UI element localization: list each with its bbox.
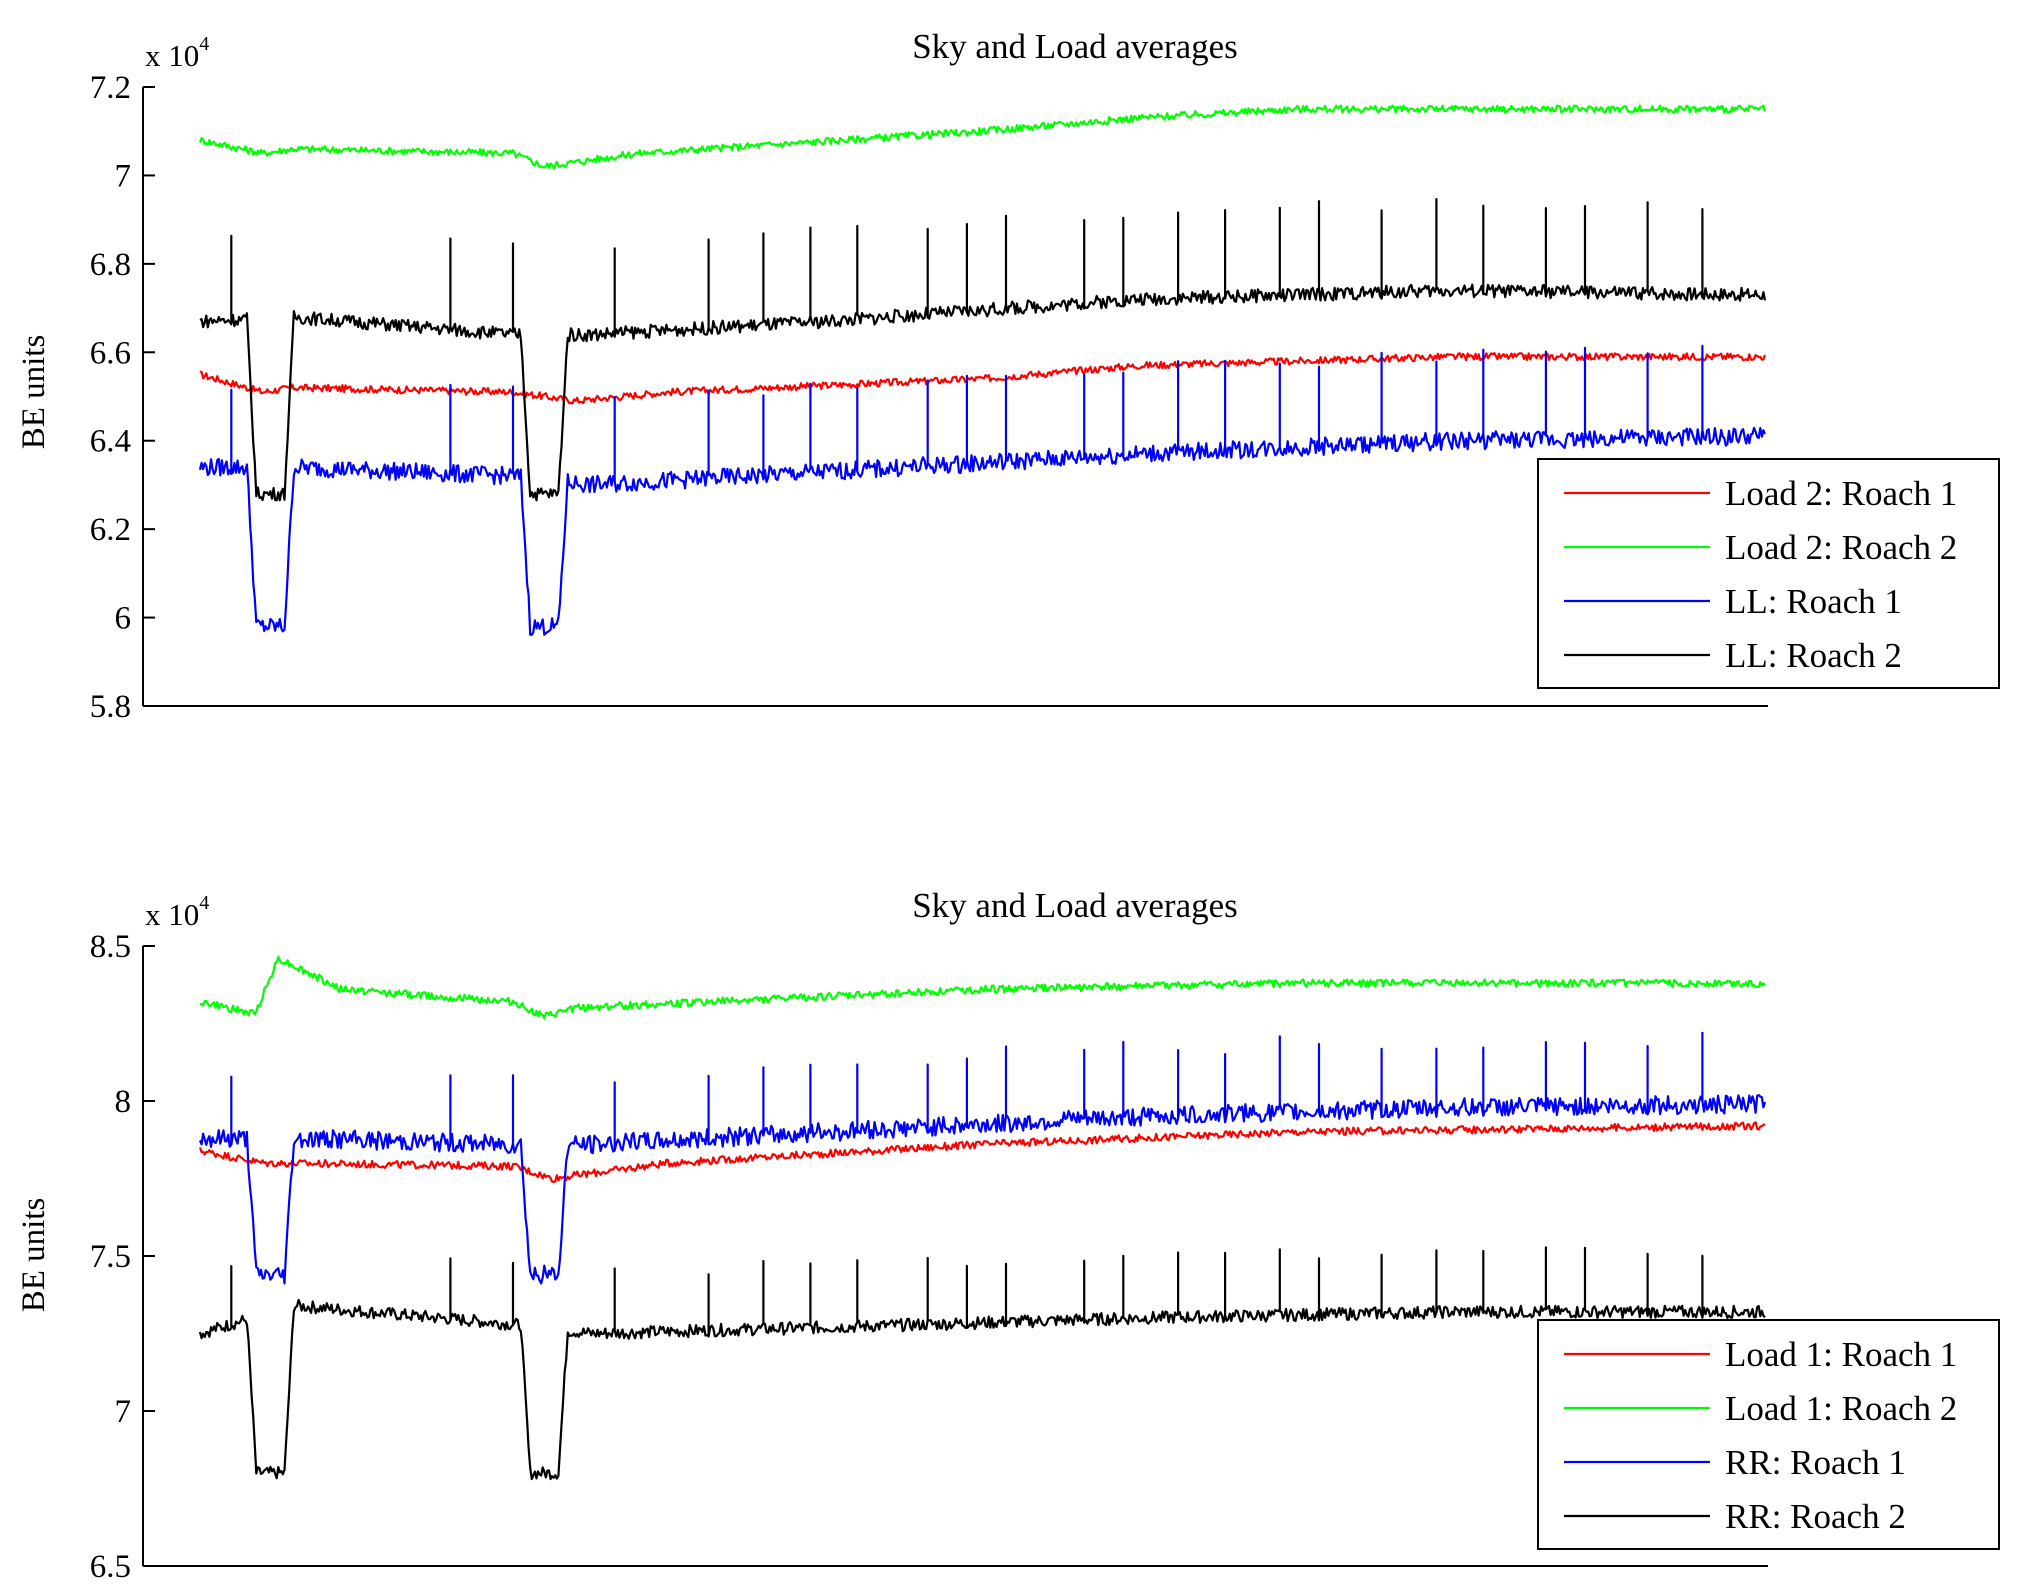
bottom-y-tick-label: 7.5 (90, 1239, 131, 1275)
bottom-legend-label: Load 1: Roach 2 (1725, 1389, 1957, 1428)
top-y-tick-label: 6.6 (90, 335, 131, 371)
bottom-y-multiplier-base: x 10 (145, 897, 199, 932)
top-legend-label: Load 2: Roach 2 (1725, 528, 1957, 567)
top-y-multiplier-exp: 4 (199, 33, 209, 55)
bottom-y-multiplier: x 104 (145, 892, 209, 932)
top-legend-label: LL: Roach 1 (1725, 582, 1902, 621)
bottom-chart-title: Sky and Load averages (912, 886, 1238, 925)
bottom-series-lines (198, 955, 1767, 1481)
top-series-line-2 (198, 104, 1767, 170)
bottom-legend-label: Load 1: Roach 1 (1725, 1335, 1957, 1374)
bottom-y-tick-label: 8.5 (90, 929, 131, 965)
top-y-tick-label: 7.2 (90, 70, 131, 106)
top-y-tick-label: 6.8 (90, 247, 131, 283)
top-y-tick-label: 5.8 (90, 689, 131, 725)
bottom-chart: Sky and Load averages x 104 BE units 8.5… (16, 886, 2000, 1585)
top-series-line-4 (199, 198, 1767, 502)
bottom-y-tick-label: 7 (115, 1394, 132, 1430)
top-y-axis-label: BE units (16, 335, 52, 450)
bottom-series-line-4 (198, 1246, 1766, 1481)
top-y-ticks: 7.2 7 6.8 6.6 6.4 6.2 6 5.8 (90, 70, 155, 725)
top-y-multiplier: x 104 (145, 33, 209, 73)
top-y-tick-label: 6 (115, 601, 132, 637)
bottom-series-line-3 (198, 1031, 1767, 1285)
top-legend: Load 2: Roach 1 Load 2: Roach 2 LL: Roach … (1537, 458, 2000, 689)
top-y-multiplier-base: x 10 (145, 38, 199, 73)
bottom-legend-label: RR: Roach 1 (1725, 1443, 1906, 1482)
top-y-tick-label: 6.2 (90, 512, 131, 548)
bottom-series-line-1 (198, 1121, 1766, 1183)
top-legend-label: Load 2: Roach 1 (1725, 474, 1957, 513)
bottom-y-tick-label: 8 (115, 1084, 132, 1120)
top-y-tick-label: 7 (115, 158, 132, 194)
top-legend-box (1537, 458, 2000, 689)
bottom-legend-label: RR: Roach 2 (1725, 1497, 1906, 1536)
bottom-y-multiplier-exp: 4 (199, 892, 209, 914)
bottom-y-axis-label: BE units (16, 1198, 52, 1313)
top-series-line-3 (198, 344, 1767, 636)
top-chart-title: Sky and Load averages (912, 27, 1238, 66)
bottom-y-tick-label: 6.5 (90, 1549, 131, 1585)
bottom-legend: Load 1: Roach 1 Load 1: Roach 2 RR: Roach … (1537, 1319, 2000, 1550)
bottom-y-ticks: 8.5 8 7.5 7 6.5 (90, 929, 155, 1585)
top-series-lines (198, 104, 1767, 636)
top-legend-label: LL: Roach 2 (1725, 636, 1902, 675)
top-y-tick-label: 6.4 (90, 424, 131, 460)
bottom-legend-box (1537, 1319, 2000, 1550)
top-chart: Sky and Load averages x 104 BE units 7.2… (16, 27, 2000, 725)
bottom-series-line-2 (199, 955, 1766, 1020)
top-series-line-1 (199, 352, 1767, 405)
